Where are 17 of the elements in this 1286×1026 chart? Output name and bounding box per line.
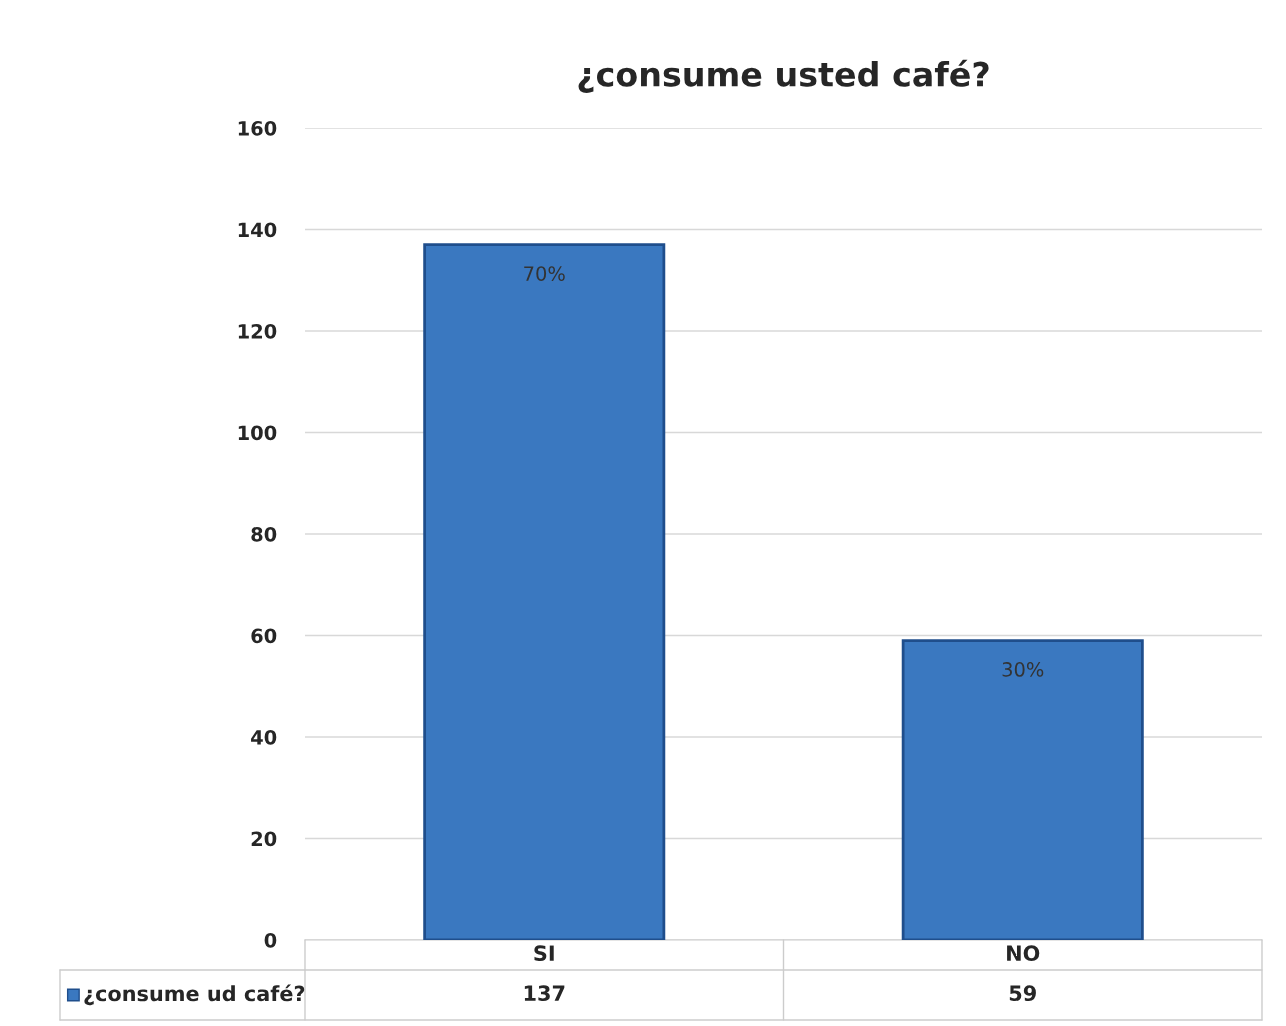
y-tick-label: 120	[238, 323, 277, 339]
x-tick-label: SI	[534, 945, 554, 962]
y-tick-label: 20	[251, 831, 277, 847]
y-tick-label: 100	[238, 425, 277, 441]
legend-label: ¿consume ud café?	[84, 984, 305, 1006]
y-tick-label: 60	[251, 628, 277, 644]
y-tick-label: 80	[251, 526, 277, 542]
chart-title: ¿consume usted café?	[578, 59, 989, 93]
data-label: 59	[1009, 985, 1036, 1002]
y-tick-label: 160	[238, 120, 277, 136]
x-tick-label: NO	[1007, 945, 1040, 962]
data-label: 137	[524, 985, 565, 1002]
annotation: 30%	[1002, 662, 1044, 677]
y-tick-label: 140	[238, 222, 277, 238]
annotation: 70%	[524, 266, 565, 281]
y-tick-label: 40	[251, 729, 277, 745]
y-tick-label: 0	[264, 932, 277, 948]
